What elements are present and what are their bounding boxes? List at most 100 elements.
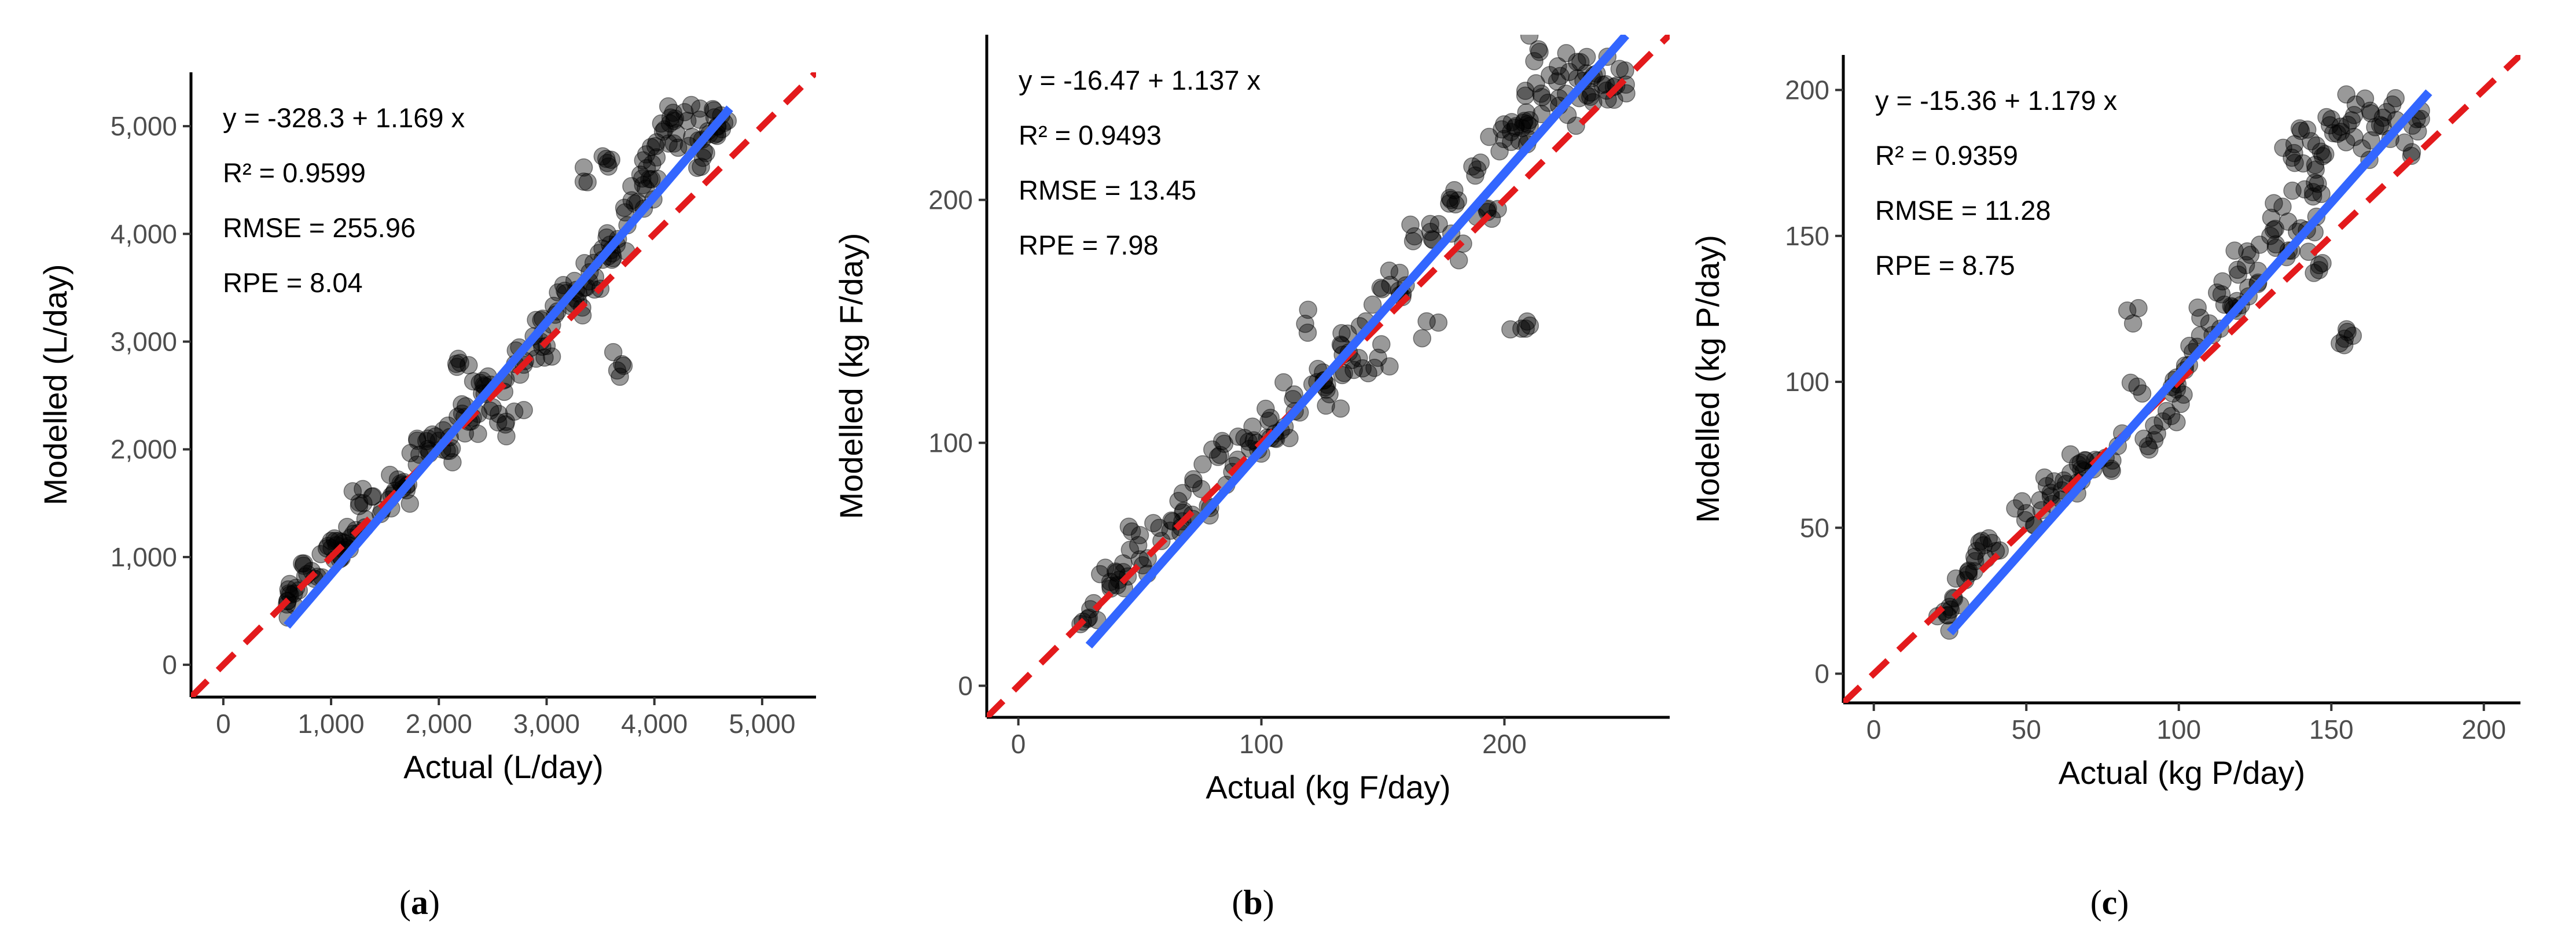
data-point [2291, 121, 2310, 140]
data-point [2262, 208, 2281, 227]
data-point [1513, 119, 1531, 137]
data-point [2154, 412, 2172, 431]
data-point [1235, 429, 1254, 447]
data-point [1525, 51, 1544, 71]
data-point [1582, 83, 1600, 102]
data-point [642, 138, 660, 156]
data-point [2306, 160, 2325, 179]
data-point [1520, 111, 1539, 130]
data-point [2200, 314, 2219, 333]
data-point [1256, 399, 1275, 418]
data-point [1332, 324, 1351, 342]
data-point [593, 147, 612, 165]
data-point [1577, 47, 1596, 67]
data-point [1946, 569, 1965, 588]
data-point [2279, 212, 2298, 231]
data-point [1401, 215, 1420, 234]
stat-annotation: R² = 0.9493 [1019, 120, 1162, 150]
data-point [2264, 220, 2283, 239]
data-point [401, 444, 420, 462]
data-point [659, 134, 678, 153]
data-point [2298, 120, 2317, 139]
data-point [2346, 95, 2365, 114]
data-point [2345, 128, 2364, 146]
data-point [443, 453, 462, 471]
stat-annotation: RMSE = 11.28 [1875, 195, 2050, 226]
y-tick-label: 0 [1814, 659, 1829, 689]
y-axis-title: Modelled (kg P/day) [1689, 235, 1726, 523]
data-point [622, 191, 641, 210]
data-point [2313, 147, 2332, 165]
data-point [1369, 348, 1387, 367]
data-point [2212, 285, 2231, 304]
data-point [678, 112, 697, 130]
data-point [622, 177, 641, 196]
data-point [668, 138, 688, 157]
y-axis-title: Modelled (kg F/day) [833, 233, 869, 519]
data-point [615, 198, 634, 217]
data-point [1440, 189, 1459, 208]
data-point [2302, 132, 2320, 150]
x-axis-title: Actual (kg P/day) [2059, 754, 2305, 791]
data-point [1515, 112, 1534, 130]
data-point [2285, 143, 2303, 163]
data-point [1274, 373, 1293, 392]
x-tick-label: 50 [2012, 714, 2041, 745]
data-point [1502, 132, 1520, 152]
data-point [1974, 536, 1993, 555]
caption-letter: a [411, 883, 428, 922]
data-point [1173, 484, 1192, 503]
data-point [496, 415, 515, 434]
y-tick-label: 5,000 [111, 111, 177, 141]
data-point [1106, 562, 1125, 581]
data-point [1403, 232, 1423, 250]
data-point [2207, 283, 2226, 302]
data-point [2371, 116, 2390, 134]
x-tick-label: 3,000 [513, 709, 580, 739]
data-point [1440, 194, 1458, 213]
data-point [1468, 160, 1487, 179]
data-point [1365, 359, 1384, 377]
stat-annotation: RPE = 8.04 [223, 267, 363, 298]
plot-area [987, 35, 1670, 717]
data-point [652, 114, 671, 133]
data-point [338, 518, 357, 536]
data-point [660, 114, 679, 133]
data-point [1520, 116, 1539, 135]
data-point [1532, 105, 1551, 123]
data-point [2342, 111, 2361, 130]
panel-caption: (a) [399, 883, 440, 922]
data-point [2071, 454, 2090, 472]
data-point [1617, 84, 1636, 103]
data-point [1285, 385, 1303, 404]
data-point [417, 432, 436, 451]
data-point [453, 395, 471, 414]
data-point [646, 137, 665, 156]
data-point [647, 133, 666, 152]
data-point [1259, 411, 1278, 430]
data-point [279, 580, 298, 599]
data-point [1417, 312, 1436, 331]
data-point [2157, 401, 2176, 421]
data-point [542, 347, 561, 366]
data-point [1571, 53, 1590, 72]
data-point [1213, 432, 1232, 451]
data-point [418, 429, 438, 448]
data-point [1169, 492, 1188, 510]
data-point [1965, 547, 1984, 566]
data-point [2337, 133, 2355, 152]
data-point [2322, 110, 2340, 128]
data-point [2241, 245, 2260, 264]
data-point [1466, 166, 1484, 185]
data-point [1610, 60, 1629, 78]
data-point [637, 179, 655, 198]
data-point [2355, 89, 2375, 108]
data-point [295, 554, 313, 573]
data-point [1533, 88, 1552, 106]
data-point [2408, 122, 2427, 141]
data-point [693, 149, 712, 167]
data-point [2273, 197, 2292, 216]
data-point [1967, 541, 1986, 561]
data-point [643, 154, 662, 174]
data-point [1429, 313, 1448, 332]
